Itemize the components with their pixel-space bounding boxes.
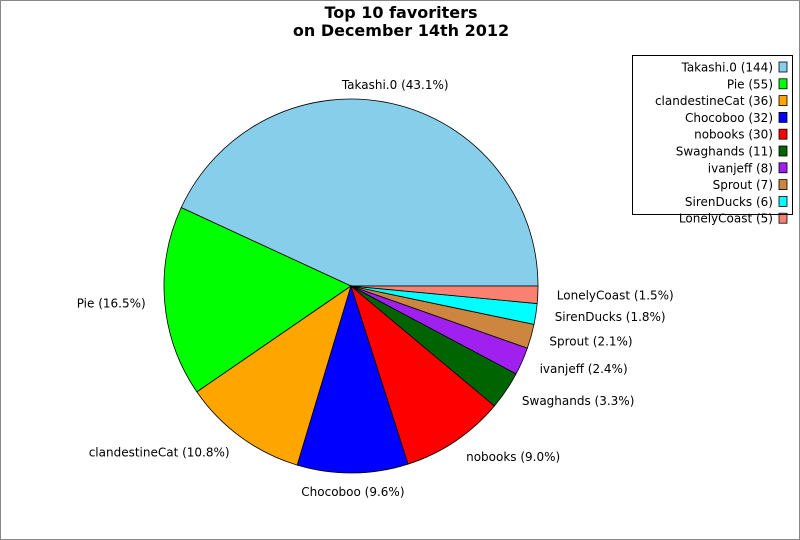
legend-label-sprout: Sprout (7) xyxy=(713,178,773,192)
legend-swatch-nobooks xyxy=(778,128,788,140)
chart-title-line-2: on December 14th 2012 xyxy=(293,21,509,40)
pie-slice-lonelycoast xyxy=(350,285,539,304)
pie-slice-chocoboo xyxy=(296,284,409,474)
legend-label-lonelycoast: LonelyCoast (5) xyxy=(679,212,773,226)
legend-swatch-pie xyxy=(778,78,788,90)
slice-label-swaghands: Swaghands (3.3%) xyxy=(522,394,635,408)
slice-label-pie: Pie (16.5%) xyxy=(77,296,146,310)
legend-swatch-sprout xyxy=(778,179,788,191)
legend-label-clandestinecat: clandestineCat (36) xyxy=(655,94,773,108)
legend-label-sirenducks: SirenDucks (6) xyxy=(685,195,773,209)
pie-slice-pie xyxy=(163,207,352,393)
legend-label-swaghands: Swaghands (11) xyxy=(676,145,773,159)
legend-swatch-clandestinecat xyxy=(778,95,788,106)
slice-label-sirenducks: SirenDucks (1.8%) xyxy=(555,310,666,324)
chart-title-line-1: Top 10 favoriters xyxy=(324,3,477,22)
legend-label-nobooks: nobooks (30) xyxy=(694,128,773,142)
slice-label-lonelycoast: LonelyCoast (1.5%) xyxy=(557,289,674,303)
pie-slice-takashi-0 xyxy=(180,98,539,287)
slice-label-ivanjeff: ivanjeff (2.4%) xyxy=(540,362,628,376)
legend-swatch-swaghands xyxy=(778,145,788,157)
slice-label-takashi-0: Takashi.0 (43.1%) xyxy=(341,78,449,92)
legend-swatch-takashi-0 xyxy=(778,61,788,73)
pie-slice-nobooks xyxy=(350,284,496,465)
pie-slice-clandestinecat xyxy=(196,285,352,466)
legend-swatch-ivanjeff xyxy=(778,162,788,174)
legend-swatch-chocoboo xyxy=(778,112,788,123)
slice-label-clandestinecat: clandestineCat (10.8%) xyxy=(89,445,230,459)
legend: Takashi.0 (144) Pie (55) clandestineCat (3… xyxy=(632,55,793,226)
legend-label-pie: Pie (55) xyxy=(727,77,773,91)
slice-label-nobooks: nobooks (9.0%) xyxy=(466,450,560,464)
legend-swatch-sirenducks xyxy=(778,195,788,207)
legend-swatch-lonelycoast xyxy=(778,212,788,224)
legend-label-takashi-0: Takashi.0 (144) xyxy=(680,61,773,75)
slice-label-chocoboo: Chocoboo (9.6%) xyxy=(301,485,404,499)
legend-label-ivanjeff: ivanjeff (8) xyxy=(708,161,773,175)
slice-label-sprout: Sprout (2.1%) xyxy=(549,335,632,349)
legend-label-chocoboo: Chocoboo (32) xyxy=(685,111,773,125)
legend-box xyxy=(632,55,793,215)
